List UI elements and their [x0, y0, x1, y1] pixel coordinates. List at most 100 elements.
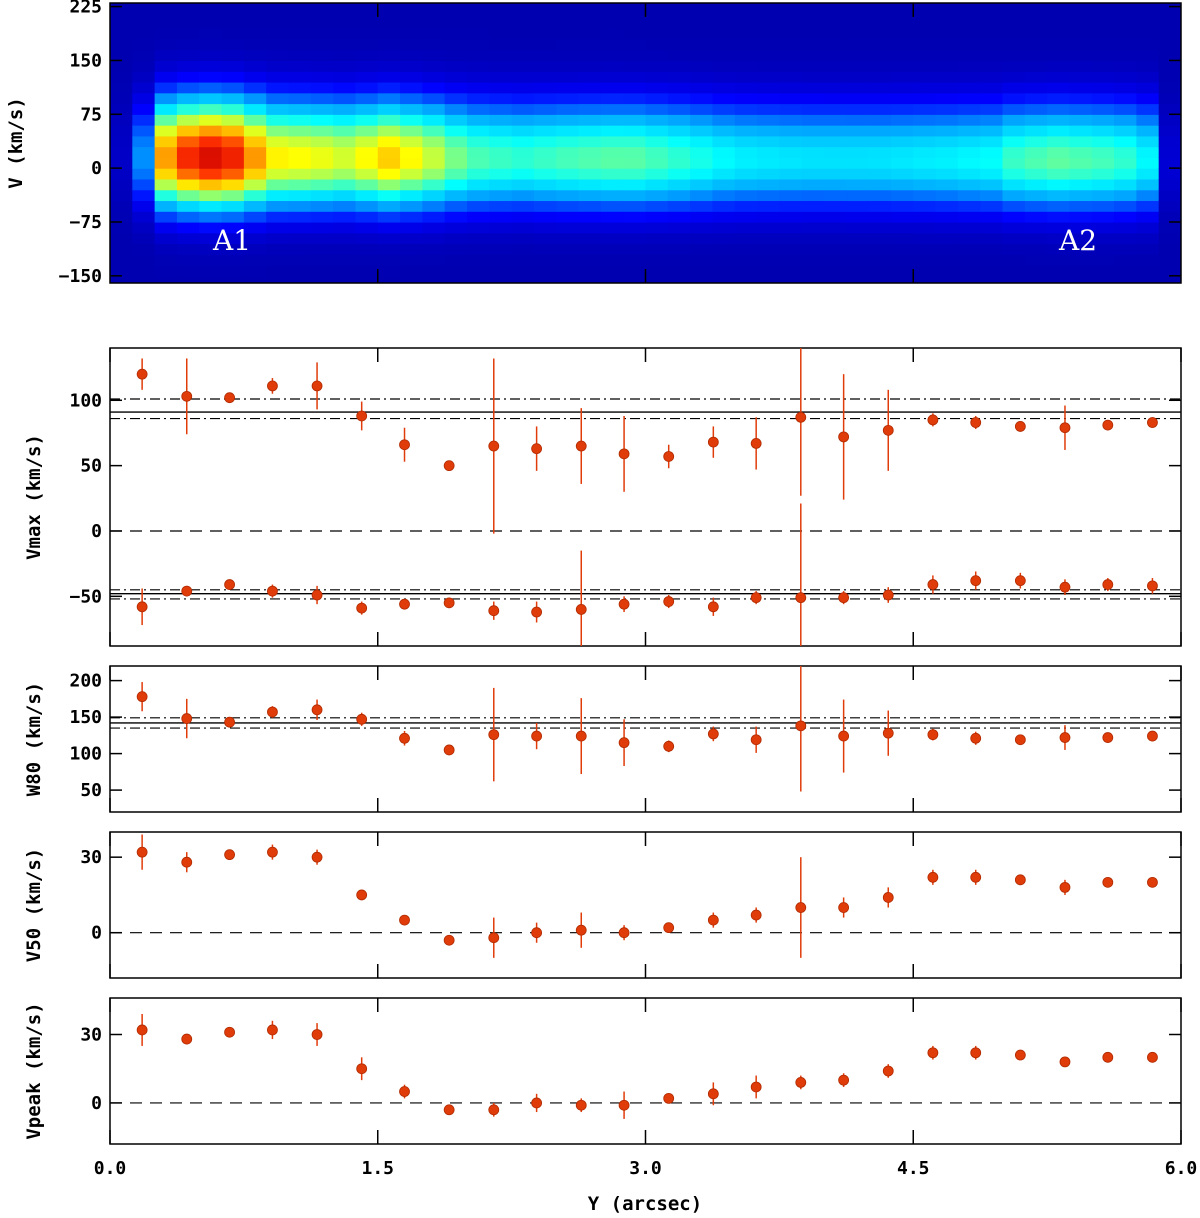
heatmap-cell [355, 125, 379, 137]
heatmap-cell [600, 38, 624, 51]
heatmap-cell [801, 92, 825, 105]
heatmap-cell [667, 135, 691, 148]
data-point [970, 1047, 982, 1059]
heatmap-cell [957, 254, 981, 266]
heatmap-cell [266, 146, 290, 158]
heatmap-cell [556, 125, 580, 137]
heatmap-cell [333, 157, 357, 169]
heatmap-cell [199, 168, 223, 180]
heatmap-cell [1158, 146, 1181, 158]
heatmap-cell [533, 114, 557, 126]
heatmap-cell [645, 103, 669, 115]
heatmap-cell [935, 92, 959, 105]
heatmap-cell [444, 49, 468, 62]
heatmap-cell [556, 254, 580, 266]
heatmap-ylabel: V (km/s) [5, 97, 27, 189]
heatmap-cell [690, 6, 714, 18]
heatmap-cell [578, 265, 602, 277]
heatmap-cell [913, 17, 937, 29]
heatmap-cell [467, 81, 490, 94]
heatmap-cell [176, 243, 200, 255]
data-point [970, 732, 982, 744]
heatmap-cell [690, 28, 714, 40]
heatmap-cell [132, 92, 156, 105]
heatmap-cell [110, 6, 133, 18]
heatmap-cell [422, 92, 446, 105]
heatmap-cell [400, 157, 423, 169]
heatmap-cell [1047, 28, 1071, 40]
heatmap-cell [154, 178, 178, 191]
heatmap-cell [757, 211, 780, 223]
data-point [575, 730, 587, 742]
heatmap-cell [511, 60, 535, 72]
heatmap-cell [1069, 221, 1093, 234]
heatmap-cell [556, 243, 580, 255]
heatmap-cell [400, 60, 423, 72]
heatmap-cell [1047, 221, 1071, 234]
heatmap-cell [846, 3, 870, 8]
heatmap-cell [199, 28, 223, 40]
heatmap-cell [600, 275, 624, 283]
data-point [663, 451, 675, 462]
heatmap-cell [980, 6, 1004, 18]
heatmap-cell [1024, 232, 1048, 245]
heatmap-cell [623, 38, 647, 51]
heatmap-cell [511, 125, 535, 137]
heatmap-cell [578, 157, 602, 169]
heatmap-cell [1091, 200, 1115, 212]
heatmap-cell [444, 38, 468, 51]
heatmap-cell [556, 157, 580, 169]
heatmap-cell [1002, 125, 1026, 137]
heatmap-cell [846, 211, 870, 223]
heatmap-cell [489, 146, 513, 158]
heatmap-cell [1002, 232, 1026, 245]
ytick-label: 100 [69, 744, 102, 765]
heatmap-cell [310, 254, 334, 266]
heatmap-cell [355, 17, 379, 29]
heatmap-cell [511, 200, 535, 212]
heatmap-cell [1136, 28, 1160, 40]
heatmap-cell [489, 243, 513, 255]
heatmap-cell [1136, 211, 1160, 223]
heatmap-cell [1024, 157, 1048, 169]
heatmap-cell [623, 275, 647, 283]
heatmap-cell [779, 275, 803, 283]
heatmap-cell [957, 17, 981, 29]
heatmap-cell [824, 254, 847, 266]
heatmap-cell [824, 6, 847, 18]
heatmap-cell [846, 243, 870, 255]
heatmap-cell [310, 28, 334, 40]
heatmap-cell [400, 275, 423, 283]
data-point [311, 380, 323, 392]
heatmap-cell [957, 114, 981, 126]
heatmap-cell [533, 254, 557, 266]
vmax-ylabel: Vmax (km/s) [23, 434, 45, 560]
heatmap-cell [913, 6, 937, 18]
heatmap-cell [533, 275, 557, 283]
heatmap-cell [913, 275, 937, 283]
heatmap-cell [1024, 168, 1048, 180]
ytick-label: 0 [91, 923, 102, 944]
data-points [136, 666, 1158, 792]
heatmap-cell [846, 178, 870, 191]
heatmap-cell [266, 6, 290, 18]
heatmap-cell [422, 221, 446, 234]
heatmap-cell [667, 275, 691, 283]
data-point [882, 424, 894, 436]
heatmap-cell [533, 178, 557, 191]
heatmap-cell [377, 125, 401, 137]
heatmap-cell [734, 17, 758, 29]
heatmap-cell [288, 232, 312, 245]
heatmap-cell [623, 221, 647, 234]
heatmap-cell [489, 168, 513, 180]
heatmap-cell [355, 38, 379, 51]
heatmap-cell [890, 6, 914, 18]
heatmap-cell [266, 157, 290, 169]
heatmap-cell [1158, 6, 1181, 18]
heatmap-cell [757, 28, 780, 40]
data-point [927, 1047, 939, 1059]
ytick-label: 150 [69, 707, 102, 728]
heatmap-cell [132, 135, 156, 148]
heatmap-cell [757, 60, 780, 72]
heatmap-cell [243, 146, 267, 158]
